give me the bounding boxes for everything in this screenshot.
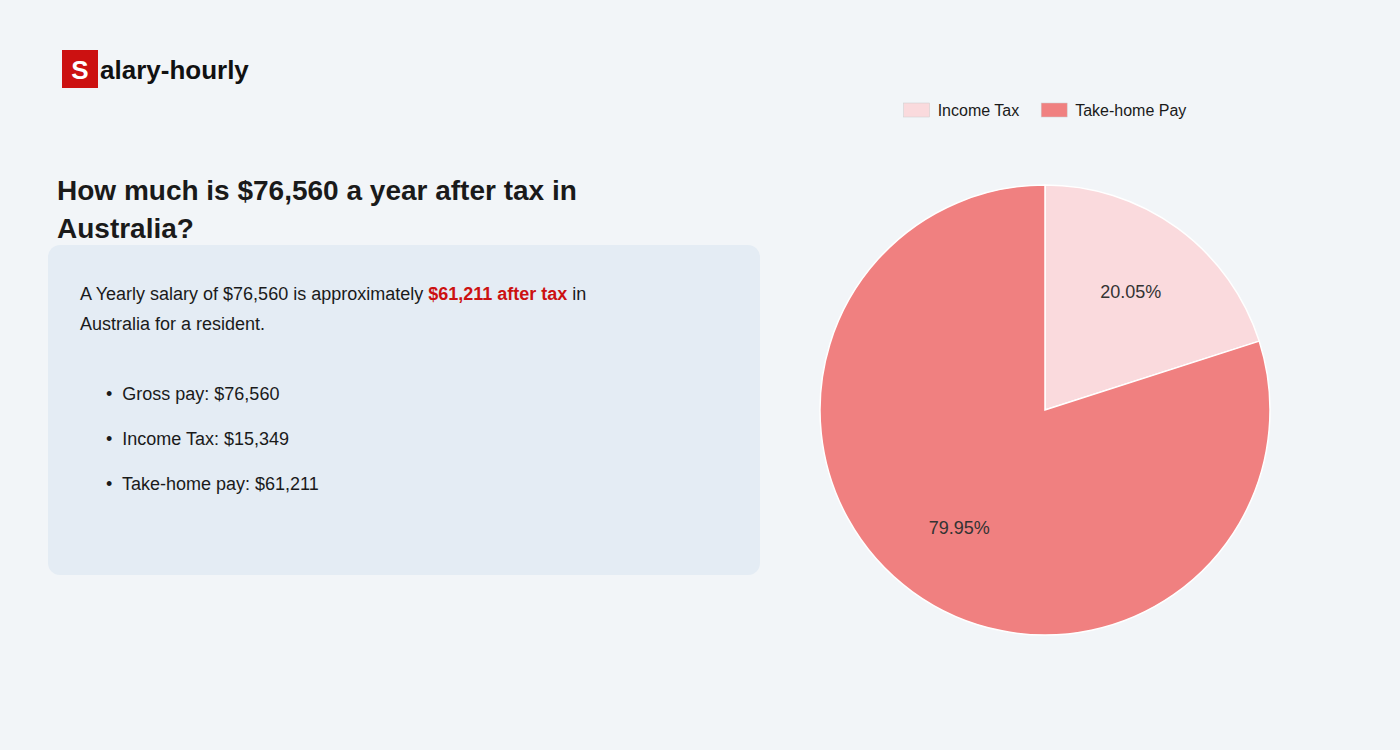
title-line: Australia? [57, 213, 194, 244]
legend-label: Income Tax [938, 102, 1020, 119]
info-text: A Yearly salary of $76,560 is approximat… [80, 284, 428, 304]
legend: Income Tax Take-home Pay [904, 102, 1187, 119]
logo-letter: S [71, 55, 88, 85]
data-labels: 20.05% 79.95% [929, 282, 1162, 537]
data-label: 20.05% [1100, 282, 1161, 302]
legend-swatch [1041, 103, 1067, 117]
bullet: • Gross pay: $76,560 [106, 384, 279, 404]
logo-box [62, 50, 98, 88]
title: How much is $76,560 a year after tax in A… [57, 175, 577, 244]
legend-label: Take-home Pay [1075, 102, 1186, 119]
legend-item: Take-home Pay [1041, 102, 1186, 119]
logo: Salary-hourly [62, 50, 249, 88]
page-background [0, 0, 1400, 750]
info-text: $61,211 after tax [428, 284, 567, 304]
bullet: • Take-home pay: $61,211 [106, 474, 319, 494]
title-line: How much is $76,560 a year after tax in [57, 175, 577, 206]
info-text: Australia for a resident. [80, 314, 265, 334]
pie [820, 185, 1270, 635]
info-text: in [567, 284, 586, 304]
pie-slice [820, 185, 1270, 635]
data-label: 79.95% [929, 518, 990, 538]
legend-item: Income Tax [904, 102, 1020, 119]
info-line: A Yearly salary of $76,560 is approximat… [80, 284, 586, 304]
legend-swatch [904, 103, 930, 117]
bullet: • Income Tax: $15,349 [106, 429, 289, 449]
chart-root: Salary-hourly How much is $76,560 a year … [0, 0, 1400, 750]
info-box [48, 245, 760, 575]
logo-text: alary-hourly [100, 55, 249, 85]
